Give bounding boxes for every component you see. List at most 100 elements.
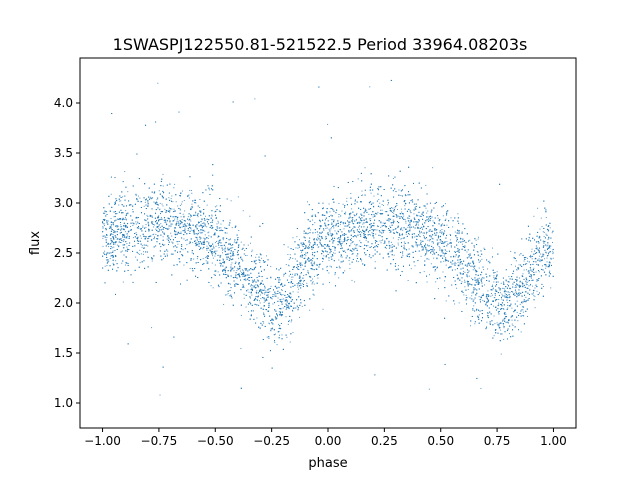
data-point — [279, 327, 281, 329]
data-point — [530, 254, 532, 256]
data-point — [439, 254, 441, 256]
data-point — [526, 263, 528, 265]
data-point — [231, 252, 233, 254]
data-point — [526, 257, 528, 259]
data-point — [205, 238, 207, 240]
data-point — [473, 268, 475, 270]
data-point — [511, 323, 513, 325]
data-point — [289, 341, 291, 343]
data-point — [393, 212, 395, 214]
data-point — [549, 247, 551, 249]
data-point — [140, 253, 142, 255]
data-point — [390, 247, 392, 249]
data-point — [314, 232, 316, 234]
data-point — [423, 234, 425, 236]
data-point — [270, 329, 272, 331]
data-point — [515, 260, 517, 262]
data-point — [356, 236, 358, 238]
data-point — [299, 280, 301, 282]
data-point — [493, 297, 495, 299]
data-point — [364, 167, 366, 169]
data-point — [389, 225, 391, 227]
data-point — [288, 258, 290, 260]
data-point — [459, 241, 461, 243]
data-point — [531, 251, 533, 253]
data-point — [512, 324, 514, 326]
data-point — [512, 291, 514, 293]
data-point — [463, 270, 465, 272]
data-point — [528, 237, 530, 239]
data-point — [390, 210, 392, 212]
data-point — [408, 248, 410, 250]
data-point — [300, 262, 302, 264]
data-point — [112, 250, 114, 252]
data-point — [550, 258, 552, 260]
data-point — [212, 257, 214, 259]
data-point — [312, 219, 314, 221]
data-point — [166, 238, 168, 240]
data-point — [397, 208, 398, 210]
data-point — [371, 228, 373, 230]
data-point — [177, 220, 179, 222]
data-point — [380, 226, 382, 228]
data-point — [338, 277, 340, 279]
data-point — [276, 344, 278, 346]
data-point — [382, 239, 384, 241]
data-point — [180, 216, 182, 218]
data-point — [125, 216, 127, 218]
data-point — [441, 229, 443, 231]
data-point — [468, 256, 470, 258]
data-point — [274, 333, 276, 335]
data-point — [471, 292, 473, 294]
data-point — [269, 323, 271, 325]
data-point — [314, 222, 316, 224]
data-point — [527, 280, 529, 282]
data-point — [493, 278, 495, 280]
data-point — [512, 273, 514, 275]
data-point — [288, 264, 290, 266]
data-point — [188, 194, 190, 196]
data-point — [403, 246, 405, 248]
data-point — [173, 187, 175, 189]
data-point — [170, 232, 172, 234]
data-point — [358, 228, 360, 230]
data-point — [322, 214, 324, 216]
data-point — [260, 291, 262, 293]
data-point — [543, 231, 545, 233]
data-point — [182, 213, 184, 215]
data-point — [218, 247, 220, 249]
data-point — [427, 244, 429, 246]
data-point — [456, 251, 458, 253]
data-point — [460, 241, 462, 243]
data-point — [442, 224, 444, 226]
data-point — [354, 281, 356, 283]
data-point — [408, 202, 410, 204]
data-point — [226, 232, 228, 234]
data-point — [371, 232, 373, 234]
data-point — [543, 236, 545, 238]
data-point — [104, 250, 106, 252]
data-point — [499, 329, 501, 331]
data-point — [297, 283, 299, 285]
data-point — [375, 233, 377, 235]
data-point — [428, 258, 430, 260]
data-point — [329, 265, 331, 267]
data-point — [325, 238, 327, 240]
data-point — [177, 205, 179, 207]
data-point — [445, 249, 447, 251]
data-point — [219, 254, 221, 256]
data-point — [507, 304, 509, 306]
data-point — [183, 199, 185, 201]
data-point — [359, 240, 361, 242]
data-point — [231, 254, 233, 256]
data-point — [501, 298, 503, 300]
data-point — [516, 269, 518, 271]
data-point — [191, 192, 193, 194]
data-point — [379, 202, 381, 204]
data-point — [126, 243, 128, 245]
data-point — [418, 224, 420, 226]
data-point — [503, 327, 505, 329]
data-point — [329, 232, 331, 234]
data-point — [433, 257, 435, 259]
data-point — [420, 255, 422, 257]
